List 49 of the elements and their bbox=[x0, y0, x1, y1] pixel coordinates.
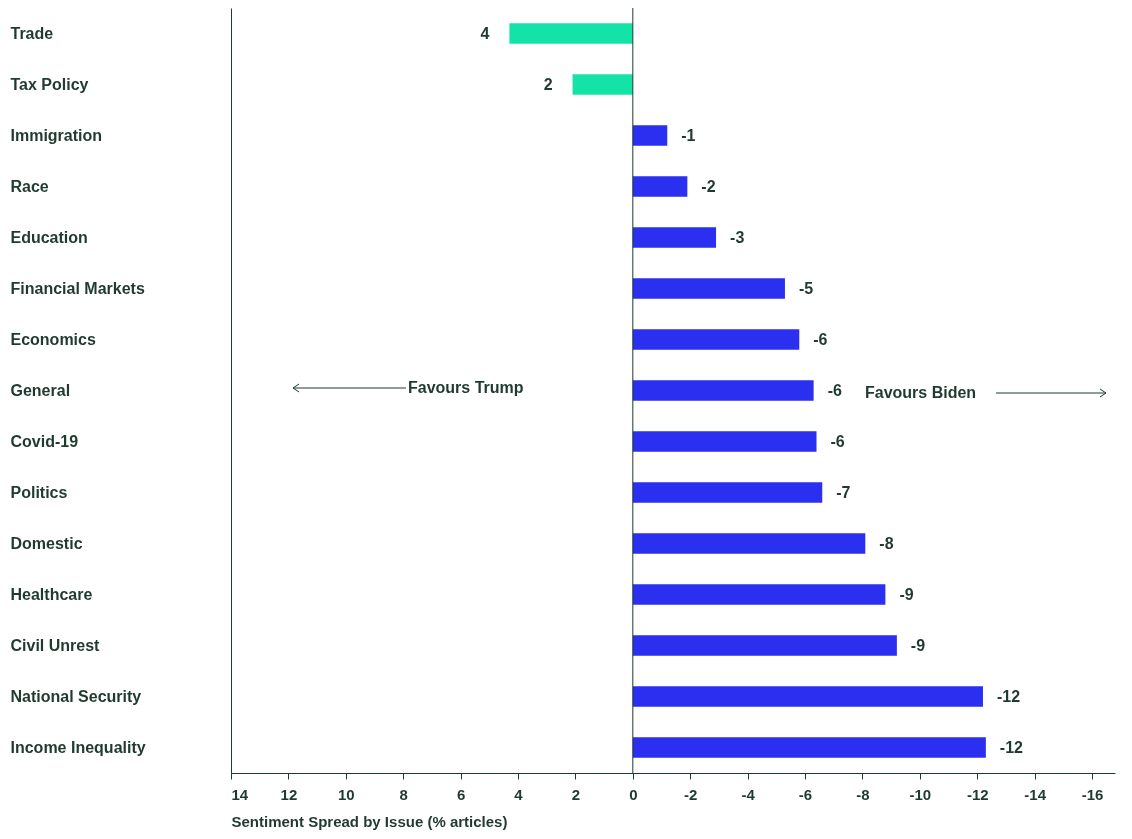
x-tick-label: -6 bbox=[798, 785, 813, 803]
x-tick-label: 12 bbox=[280, 785, 298, 803]
y-tick-label: Domestic bbox=[10, 534, 83, 552]
data-label: -3 bbox=[730, 228, 745, 246]
x-tick-label: -14 bbox=[1024, 785, 1047, 803]
y-tick-label: Healthcare bbox=[10, 585, 93, 603]
y-tick-label: Economics bbox=[10, 330, 96, 348]
y-tick-label: Education bbox=[10, 228, 88, 246]
x-tick-label: 10 bbox=[337, 785, 355, 803]
data-label: -6 bbox=[827, 381, 842, 399]
x-tick-label: -8 bbox=[856, 785, 870, 803]
y-tick-label: Civil Unrest bbox=[10, 636, 101, 654]
x-tick-label: 4 bbox=[514, 785, 524, 803]
x-tick-label: -2 bbox=[684, 785, 698, 803]
x-tick-label: -16 bbox=[1081, 785, 1104, 803]
data-label: -8 bbox=[879, 534, 894, 552]
y-tick-label: Covid-19 bbox=[10, 432, 79, 450]
x-axis-title: Sentiment Spread by Issue (% articles) bbox=[231, 812, 508, 830]
x-tick-label: -12 bbox=[966, 785, 989, 803]
y-tick-label: Immigration bbox=[10, 126, 103, 144]
x-tick-label: -10 bbox=[909, 785, 932, 803]
data-label: -1 bbox=[681, 126, 696, 144]
y-tick-label: Race bbox=[10, 177, 49, 195]
x-tick-label: 14 bbox=[231, 785, 249, 803]
data-label: -12 bbox=[996, 687, 1021, 705]
data-label: -6 bbox=[830, 432, 845, 450]
data-label: -9 bbox=[910, 636, 926, 654]
data-label: 4 bbox=[480, 24, 490, 42]
data-label: -6 bbox=[813, 330, 828, 348]
data-label: 2 bbox=[543, 75, 553, 93]
y-tick-label: Politics bbox=[10, 483, 68, 501]
x-tick-label: 0 bbox=[629, 785, 638, 803]
x-tick-label: -4 bbox=[741, 785, 756, 803]
x-tick-label: 2 bbox=[571, 785, 581, 803]
y-tick-label: National Security bbox=[10, 687, 142, 705]
y-tick-label: Financial Markets bbox=[10, 279, 145, 297]
data-label: -5 bbox=[798, 279, 814, 297]
data-label: -12 bbox=[999, 738, 1024, 756]
data-label: -2 bbox=[701, 177, 716, 195]
x-tick-label: 8 bbox=[399, 785, 408, 803]
y-tick-label: General bbox=[10, 381, 71, 399]
y-tick-label: Trade bbox=[10, 24, 54, 42]
y-tick-label: Tax Policy bbox=[10, 75, 89, 93]
annotation: Favours Biden bbox=[865, 384, 977, 401]
annotation: Favours Trump bbox=[408, 379, 524, 396]
data-label: -7 bbox=[836, 483, 851, 501]
data-label: -9 bbox=[899, 585, 914, 603]
y-tick-label: Income Inequality bbox=[10, 738, 146, 756]
x-tick-label: 6 bbox=[456, 785, 466, 803]
